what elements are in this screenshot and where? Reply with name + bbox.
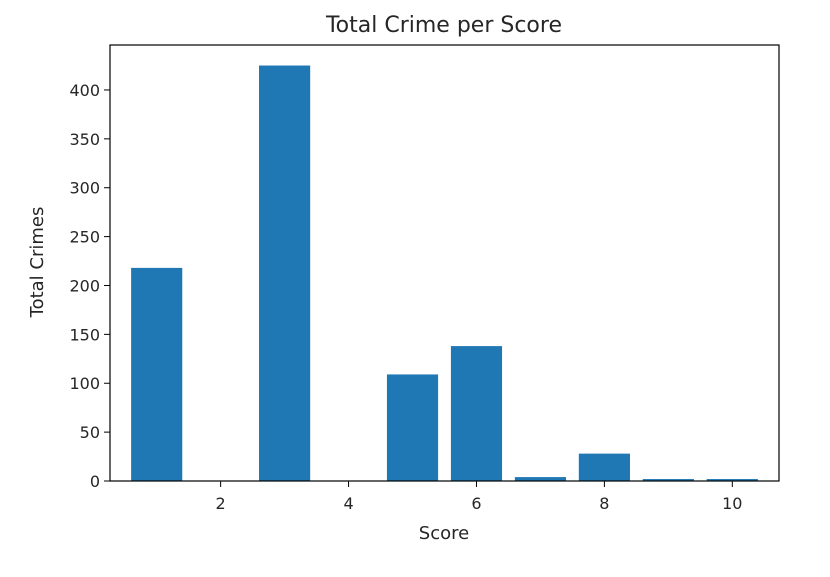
y-tick-label: 250 — [69, 228, 100, 247]
bar-score-7 — [514, 477, 567, 481]
chart-title: Total Crime per Score — [325, 13, 562, 38]
bar-group — [131, 65, 758, 481]
x-axis-ticks: 2 4 6 8 10 — [216, 481, 742, 513]
y-tick-label: 150 — [69, 325, 100, 344]
y-axis-ticks: 0 50 100 150 200 250 300 350 400 — [69, 81, 110, 491]
x-tick-label: 2 — [216, 494, 226, 513]
y-tick-label: 0 — [90, 472, 100, 491]
y-tick-label: 400 — [69, 81, 100, 100]
y-tick-label: 300 — [69, 179, 100, 198]
bar-score-9 — [642, 479, 694, 481]
x-axis-label: Score — [419, 523, 469, 544]
x-tick-label: 8 — [599, 494, 609, 513]
bar-score-6 — [450, 346, 503, 481]
bar-score-5 — [386, 374, 439, 481]
bar-score-1 — [131, 267, 183, 481]
x-tick-label: 4 — [343, 494, 353, 513]
x-tick-label: 6 — [471, 494, 481, 513]
y-tick-label: 50 — [80, 423, 100, 442]
bar-score-8 — [578, 453, 630, 481]
y-tick-label: 100 — [69, 374, 100, 393]
plot-frame — [109, 44, 780, 482]
bar-score-3 — [259, 65, 311, 481]
bar-score-10 — [706, 479, 758, 481]
y-tick-label: 200 — [69, 276, 100, 295]
x-tick-label: 10 — [722, 494, 742, 513]
y-axis-label: Total Crimes — [27, 207, 48, 319]
y-tick-label: 350 — [69, 130, 100, 149]
